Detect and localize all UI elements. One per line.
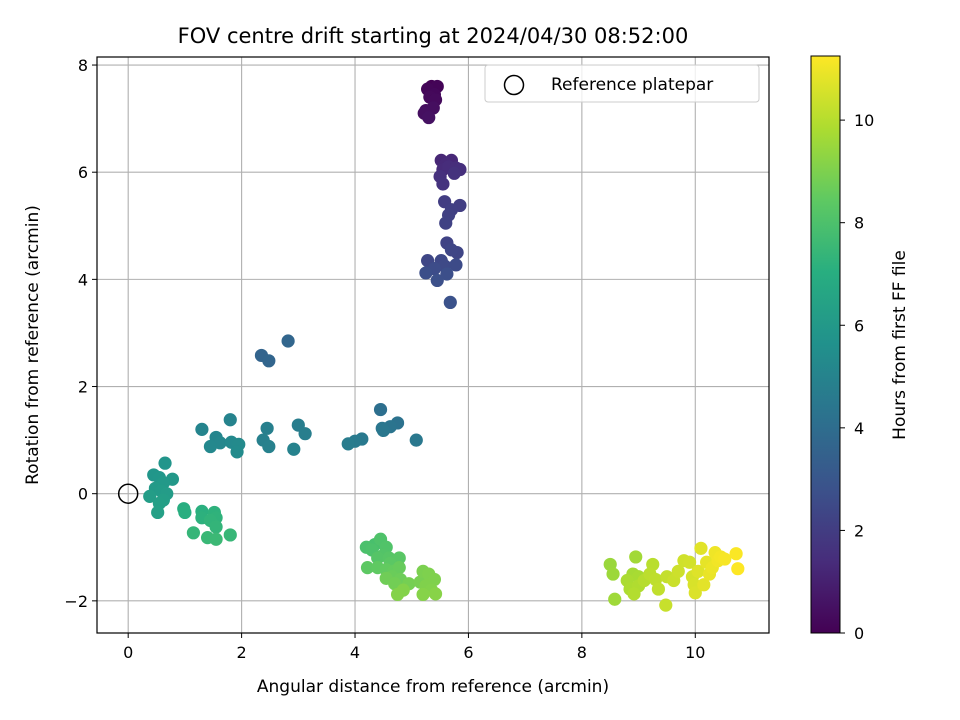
data-point <box>143 489 157 503</box>
colorbar-tick-label: 6 <box>854 316 864 335</box>
data-point <box>430 273 444 288</box>
data-point <box>422 110 436 125</box>
data-point <box>223 528 237 542</box>
data-point <box>360 561 375 575</box>
data-point <box>659 598 673 612</box>
colorbar-tick-label: 0 <box>854 624 864 643</box>
data-point <box>428 587 443 601</box>
y-axis-label: Rotation from reference (arcmin) <box>23 205 43 485</box>
reference-platepar-marker <box>117 483 139 504</box>
colorbar-tick-label: 2 <box>854 521 864 540</box>
data-point <box>195 422 209 436</box>
data-point <box>688 586 702 600</box>
data-point <box>443 295 457 310</box>
data-point <box>287 442 301 456</box>
colorbar-label: Hours from first FF file <box>890 250 910 440</box>
data-point <box>262 439 276 454</box>
data-point <box>627 587 641 601</box>
data-point <box>697 578 711 592</box>
x-tick-label: 8 <box>577 643 587 662</box>
legend: Reference platepar <box>484 64 760 103</box>
y-tick-label: 8 <box>78 56 88 75</box>
data-point <box>281 334 295 348</box>
data-point <box>409 433 423 447</box>
data-point <box>444 243 459 257</box>
data-point <box>629 550 643 564</box>
data-point <box>371 551 385 565</box>
x-tick-label: 2 <box>237 643 247 662</box>
data-point <box>341 437 355 451</box>
axis-ticks: 0 2 4 6 8 10 −2 0 2 4 6 8 <box>64 56 705 662</box>
data-point <box>416 587 430 602</box>
data-point <box>298 427 312 441</box>
data-point <box>691 564 705 578</box>
data-point <box>447 166 461 180</box>
data-point <box>671 564 685 578</box>
data-point <box>260 421 274 435</box>
data-point <box>390 587 405 602</box>
legend-marker-icon <box>503 74 525 96</box>
colorbar-ticks: 0 2 4 6 8 10 <box>840 111 874 643</box>
data-point <box>151 505 165 520</box>
x-tick-label: 0 <box>123 643 133 662</box>
data-point <box>209 532 223 546</box>
data-point <box>731 562 745 576</box>
colorbar-tick-label: 4 <box>854 419 864 438</box>
colorbar-gradient <box>810 55 841 634</box>
data-point <box>209 520 223 534</box>
grid-lines <box>97 57 769 633</box>
x-tick-label: 6 <box>463 643 473 662</box>
data-point <box>230 445 244 459</box>
data-point <box>718 552 732 566</box>
data-point <box>683 555 697 569</box>
x-tick-label: 10 <box>685 643 705 662</box>
data-point <box>186 526 201 540</box>
data-point <box>694 541 708 555</box>
colorbar: 0 2 4 6 8 10 Hours from first FF file <box>810 55 910 643</box>
data-point <box>651 582 666 596</box>
legend-entry-label: Reference platepar <box>551 75 713 95</box>
data-point <box>606 567 620 581</box>
colorbar-tick-label: 8 <box>854 214 864 233</box>
x-tick-label: 4 <box>350 643 360 662</box>
y-tick-label: 0 <box>78 485 88 504</box>
data-point <box>376 423 390 438</box>
data-point <box>223 413 237 427</box>
colorbar-tick-label: 10 <box>854 111 874 130</box>
data-point <box>373 402 388 417</box>
data-point <box>262 354 276 368</box>
scatter-points <box>143 79 745 612</box>
data-point <box>436 177 450 191</box>
data-point <box>439 216 453 230</box>
data-point <box>158 456 172 470</box>
data-point <box>729 547 743 561</box>
y-tick-label: −2 <box>64 592 88 611</box>
data-point <box>419 266 433 280</box>
y-tick-label: 4 <box>78 270 88 289</box>
x-axis-label: Angular distance from reference (arcmin) <box>257 677 609 697</box>
data-point <box>440 267 454 281</box>
y-tick-label: 2 <box>78 378 88 397</box>
data-point <box>608 592 622 606</box>
plot-frame <box>96 56 770 634</box>
data-point <box>203 439 218 454</box>
data-point <box>449 258 463 272</box>
chart-title: FOV centre drift starting at 2024/04/30 … <box>178 24 689 48</box>
legend-box <box>484 64 760 103</box>
y-tick-label: 6 <box>78 163 88 182</box>
plot-background <box>97 57 769 633</box>
data-point <box>392 561 406 575</box>
data-point <box>178 505 192 520</box>
